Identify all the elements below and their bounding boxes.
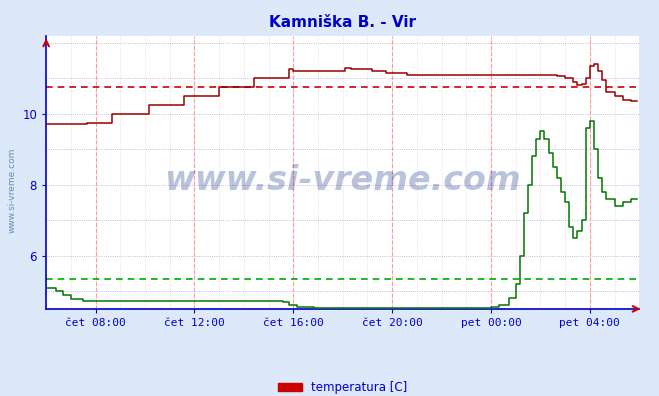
Title: Kamniška B. - Vir: Kamniška B. - Vir (269, 15, 416, 30)
Text: www.si-vreme.com: www.si-vreme.com (164, 164, 521, 197)
Text: www.si-vreme.com: www.si-vreme.com (8, 147, 17, 233)
Legend: temperatura [C], pretok [m3/s]: temperatura [C], pretok [m3/s] (273, 376, 412, 396)
